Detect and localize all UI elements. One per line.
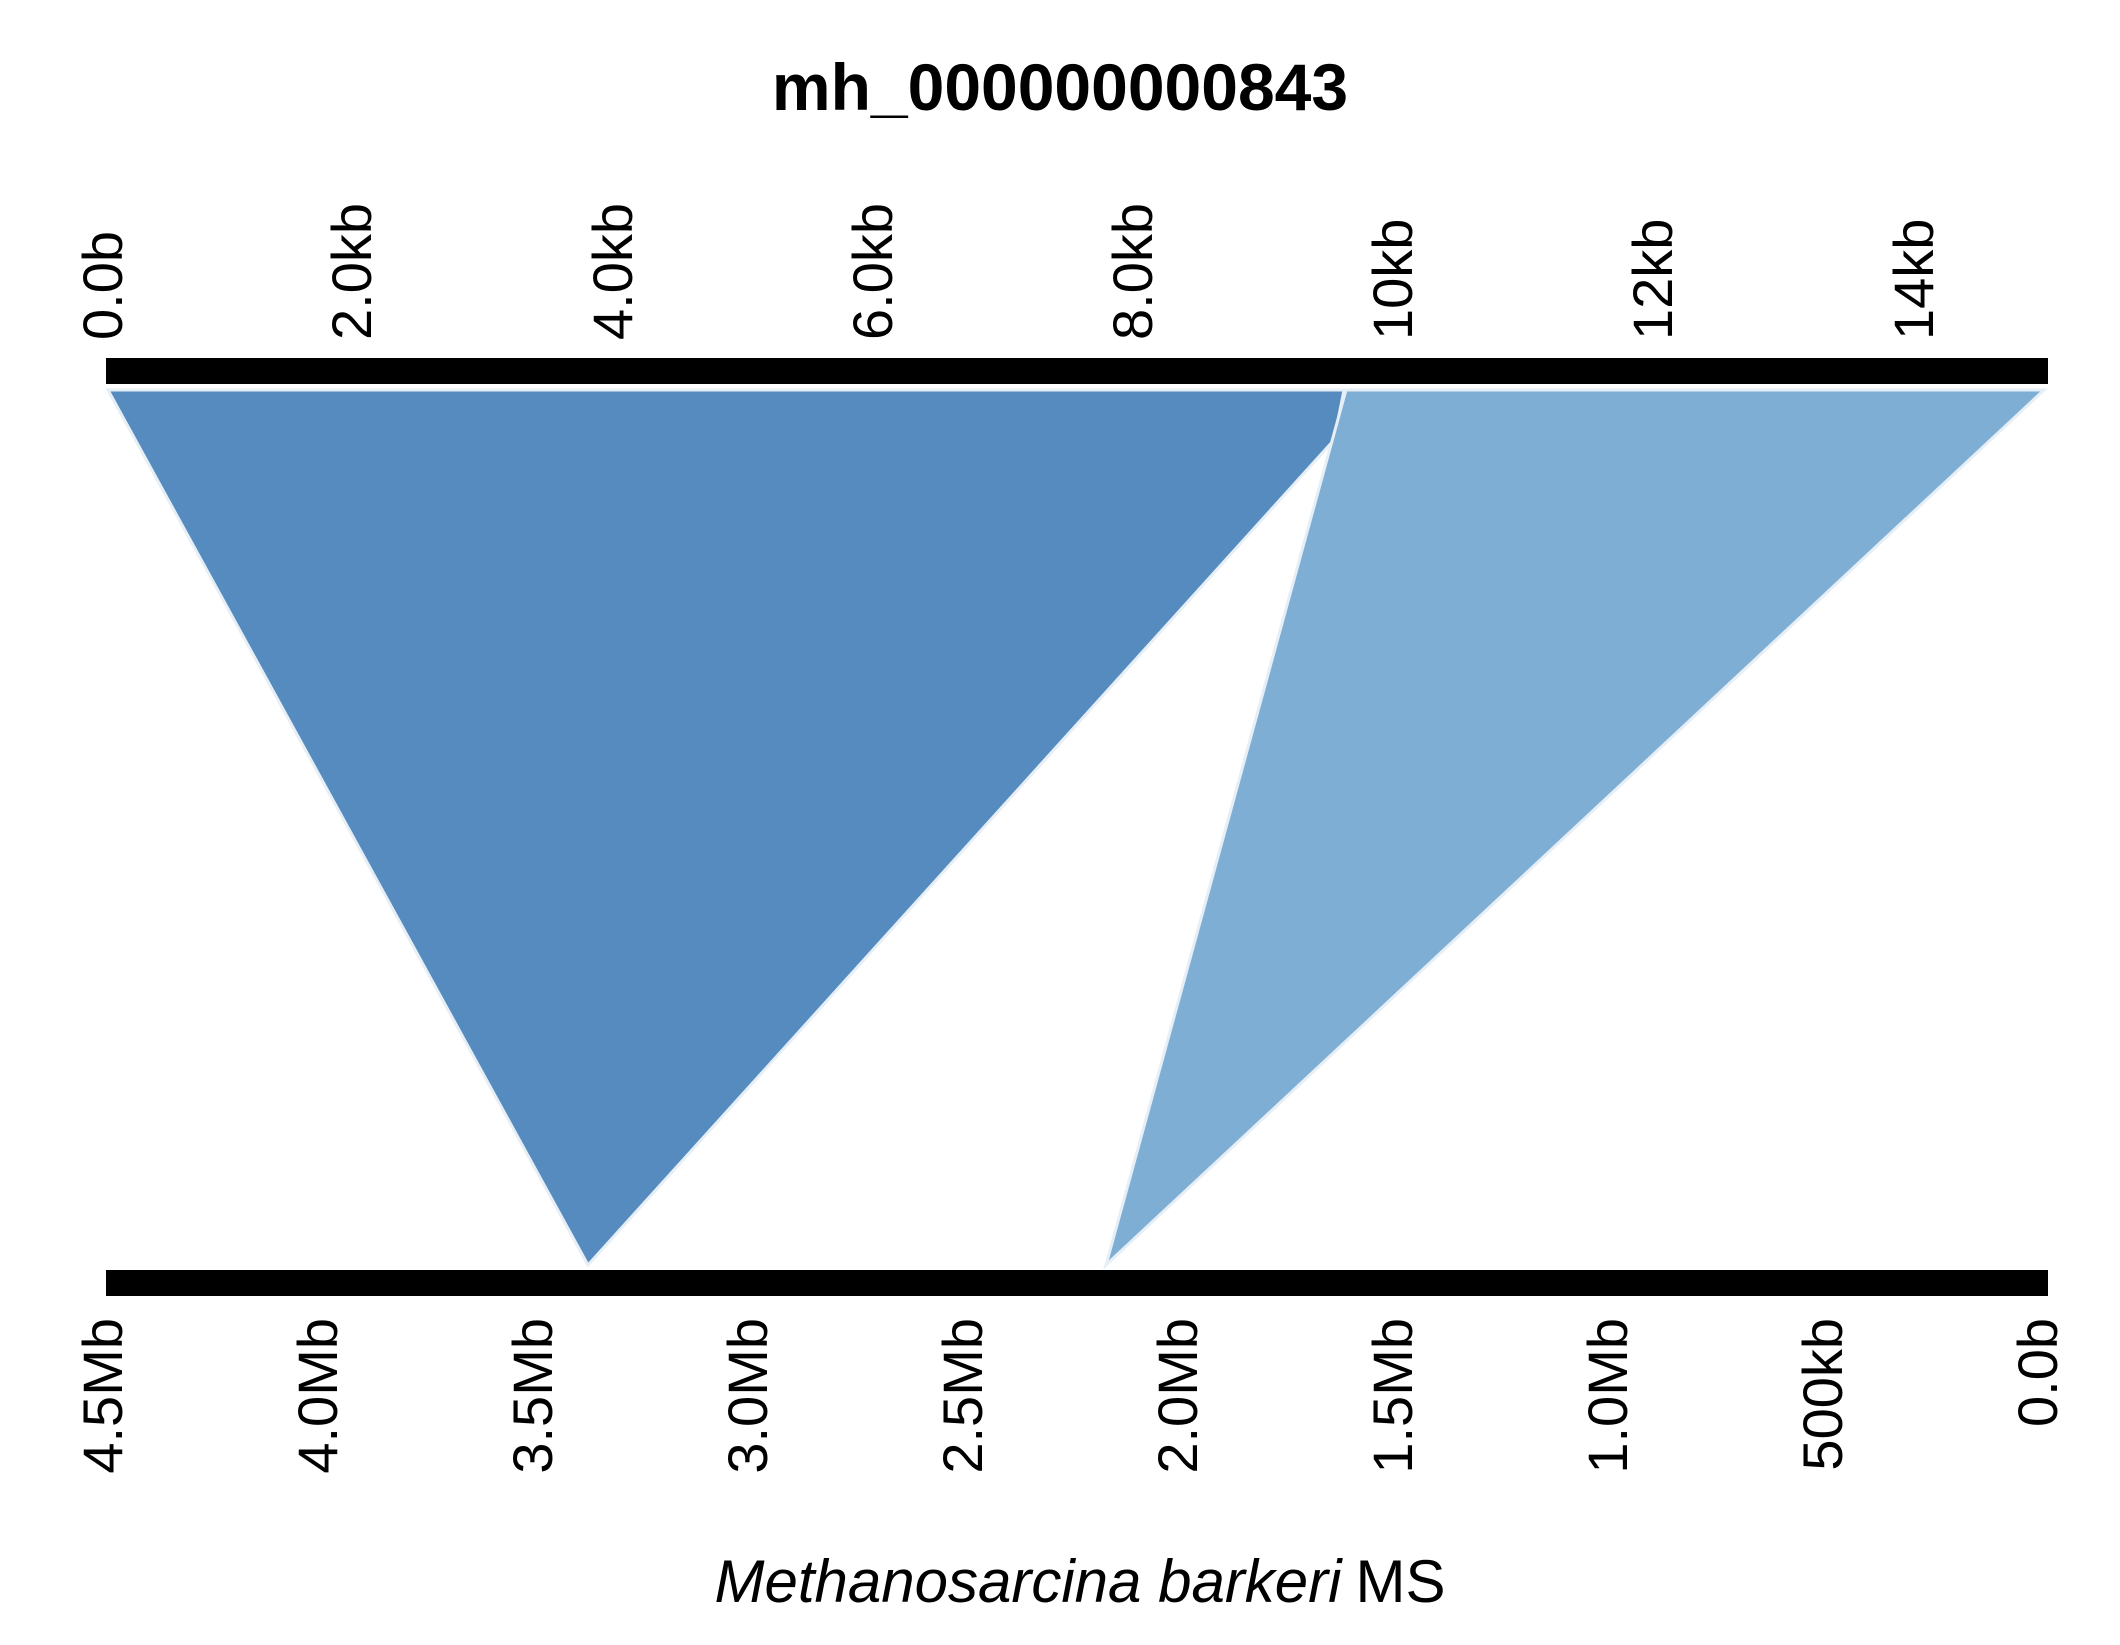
bottom-tick-label: 4.5Mb	[71, 1318, 134, 1474]
diagram-title: mh_000000000843	[772, 50, 1348, 124]
top-track-bar	[106, 358, 2048, 384]
species-name: Methanosarcina barkeri	[715, 1548, 1344, 1615]
bottom-track-ticks: 4.5Mb 4.0Mb 3.5Mb 3.0Mb 2.5Mb 2.0Mb 1.5M…	[71, 1318, 2069, 1474]
top-tick-label: 4.0kb	[581, 203, 644, 340]
top-track-ticks: 0.0b 2.0kb 4.0kb 6.0kb 8.0kb 10kb 12kb 1…	[71, 203, 1945, 340]
top-tick-label: 0.0b	[71, 231, 134, 340]
bottom-tick-label: 500kb	[1791, 1318, 1854, 1471]
bottom-tick-label: 2.0Mb	[1146, 1318, 1209, 1474]
top-tick-label: 10kb	[1361, 219, 1424, 340]
bottom-tick-label: 3.5Mb	[501, 1318, 564, 1474]
bottom-tick-label: 4.0Mb	[286, 1318, 349, 1474]
bottom-tick-label: 1.5Mb	[1361, 1318, 1424, 1474]
alignment-ribbons	[105, 388, 2048, 1270]
alignment-ribbon-2	[1103, 388, 2048, 1270]
bottom-genome-label: Methanosarcina barkeri MS	[715, 1548, 1446, 1615]
bottom-tick-label: 0.0b	[2006, 1318, 2069, 1427]
top-tick-label: 12kb	[1621, 219, 1684, 340]
bottom-track-bar	[106, 1270, 2048, 1296]
bottom-tick-label: 2.5Mb	[931, 1318, 994, 1474]
top-tick-label: 2.0kb	[320, 203, 383, 340]
top-tick-label: 6.0kb	[841, 203, 904, 340]
top-tick-label: 14kb	[1882, 219, 1945, 340]
top-tick-label: 8.0kb	[1101, 203, 1164, 340]
bottom-tick-label: 3.0Mb	[716, 1318, 779, 1474]
strain-name: MS	[1355, 1548, 1445, 1615]
bottom-tick-label: 1.0Mb	[1576, 1318, 1639, 1474]
